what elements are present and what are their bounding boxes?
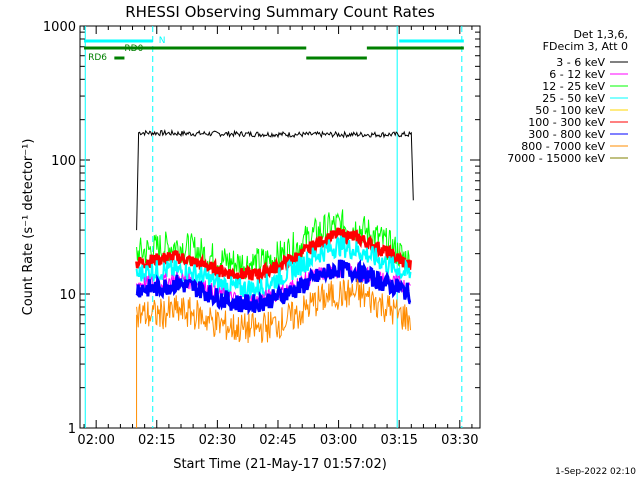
x-tick-label: 02:45 [259, 433, 296, 448]
legend-label: 50 - 100 keV [535, 104, 605, 117]
legend-label: 12 - 25 keV [542, 80, 605, 93]
x-tick-label: 02:00 [77, 433, 114, 448]
legend-label: 100 - 300 keV [528, 116, 605, 129]
y-tick-label: 10 [59, 288, 76, 303]
x-tick-label: 03:15 [380, 433, 417, 448]
plot-frame [79, 25, 481, 429]
y-axis-label: Count Rate (s⁻¹ detector⁻¹) [21, 139, 36, 316]
series-line [135, 258, 412, 316]
vertical-markers [84, 26, 463, 428]
legend-header-line-2: FDecim 3, Att 0 [543, 40, 628, 53]
state-bar-label: N [159, 36, 166, 46]
series-line [135, 227, 412, 285]
y-tick-label: 1000 [43, 20, 76, 35]
state-bar-label: RD0 [124, 44, 143, 54]
legend-header-line-1: Det 1,3,6, [573, 28, 628, 41]
x-tick-label: 02:15 [138, 433, 175, 448]
legend-label: 6 - 12 keV [549, 68, 605, 81]
y-tick-label: 100 [51, 154, 76, 169]
series-lines [135, 128, 414, 428]
series-line [136, 128, 414, 231]
y-tick-label: 1 [68, 422, 76, 437]
axis-ticks: 02:00 02:15 02:30 02:45 03:00 03:15 03:30 1 10 10… [43, 20, 480, 448]
legend-label: 7000 - 15000 keV [507, 152, 605, 165]
legend-label: 800 - 7000 keV [521, 140, 605, 153]
chart-title: RHESSI Observing Summary Count Rates [125, 3, 435, 21]
state-bar-label: RD6 [88, 53, 107, 63]
x-tick-label: 02:30 [199, 433, 236, 448]
x-tick-label: 03:30 [441, 433, 478, 448]
legend-label: 300 - 800 keV [528, 128, 605, 141]
footer-date: 1-Sep-2022 02:10 [555, 467, 636, 477]
legend-label: 25 - 50 keV [542, 92, 605, 105]
attenuator-bars: N RD0 RD6 [84, 36, 464, 63]
series-line [136, 277, 411, 344]
x-axis-label: Start Time (21-May-17 01:57:02) [173, 457, 387, 472]
legend-label: 3 - 6 keV [556, 56, 605, 69]
x-tick-label: 03:00 [320, 433, 357, 448]
